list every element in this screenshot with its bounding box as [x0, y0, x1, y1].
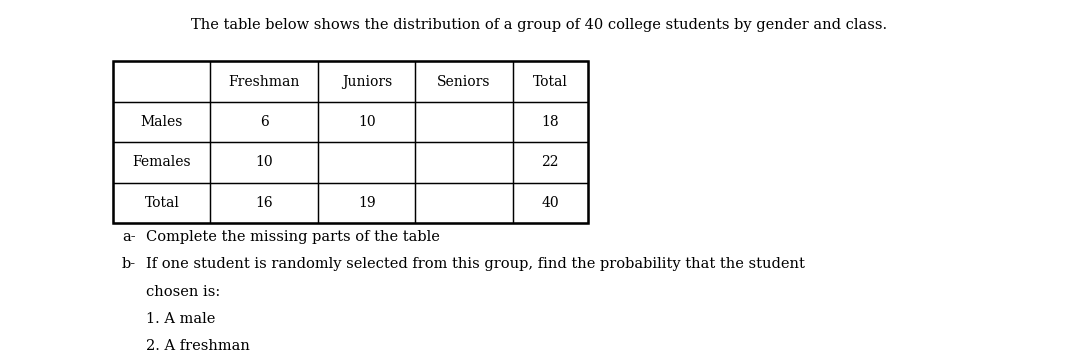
Text: If one student is randomly selected from this group, find the probability that t: If one student is randomly selected from… — [146, 257, 805, 271]
Text: Freshman: Freshman — [229, 75, 300, 88]
Text: 18: 18 — [542, 115, 559, 129]
Text: Total: Total — [145, 196, 179, 210]
Text: 10: 10 — [358, 115, 375, 129]
Text: The table below shows the distribution of a group of 40 college students by gend: The table below shows the distribution o… — [191, 18, 888, 32]
Text: Complete the missing parts of the table: Complete the missing parts of the table — [146, 230, 439, 244]
Text: 10: 10 — [256, 155, 273, 169]
Text: 40: 40 — [542, 196, 559, 210]
Text: 2. A freshman: 2. A freshman — [146, 339, 249, 351]
Text: Total: Total — [533, 75, 568, 88]
Text: Seniors: Seniors — [437, 75, 491, 88]
Text: 16: 16 — [256, 196, 273, 210]
Text: 1. A male: 1. A male — [146, 312, 215, 326]
Text: 6: 6 — [260, 115, 269, 129]
Text: chosen is:: chosen is: — [146, 285, 220, 299]
Text: 22: 22 — [542, 155, 559, 169]
Text: a-: a- — [122, 230, 136, 244]
Text: 19: 19 — [358, 196, 375, 210]
Text: Females: Females — [133, 155, 191, 169]
Text: b-: b- — [122, 257, 136, 271]
Text: Males: Males — [140, 115, 183, 129]
Text: Juniors: Juniors — [342, 75, 392, 88]
